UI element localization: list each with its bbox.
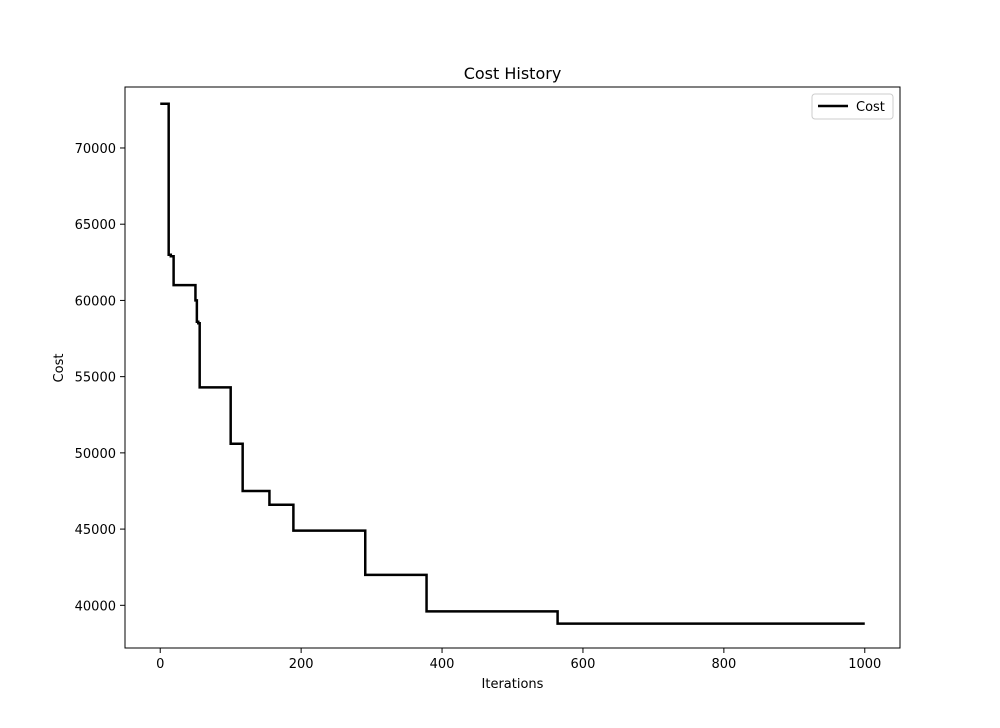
x-tick-label: 200 (289, 657, 314, 672)
x-tick-label: 400 (430, 657, 455, 672)
x-axis-label: Iterations (482, 677, 544, 692)
x-tick-label: 800 (711, 657, 736, 672)
chart-title: Cost History (464, 64, 562, 83)
x-tick-label: 0 (156, 657, 164, 672)
y-tick-label: 65000 (75, 218, 116, 233)
plot-frame (124, 86, 901, 649)
x-tick-label: 1000 (848, 657, 881, 672)
y-axis-label: Cost (52, 354, 67, 383)
y-tick-label: 50000 (75, 447, 116, 462)
y-tick-label: 40000 (75, 599, 116, 614)
legend-label-cost: Cost (856, 100, 885, 115)
y-tick-label: 60000 (75, 294, 116, 309)
x-axis-ticks: 0 200 400 600 800 1000 (156, 648, 881, 672)
series-line-cost (160, 102, 865, 625)
y-axis-ticks: 40000 45000 50000 55000 60000 65000 70000 (75, 142, 125, 614)
y-tick-label: 70000 (75, 142, 116, 157)
legend: Cost (811, 93, 894, 120)
legend-box (811, 93, 894, 120)
plot-area (160, 102, 865, 625)
y-tick-label: 55000 (75, 371, 116, 386)
x-tick-label: 600 (571, 657, 596, 672)
y-tick-label: 45000 (75, 523, 116, 538)
